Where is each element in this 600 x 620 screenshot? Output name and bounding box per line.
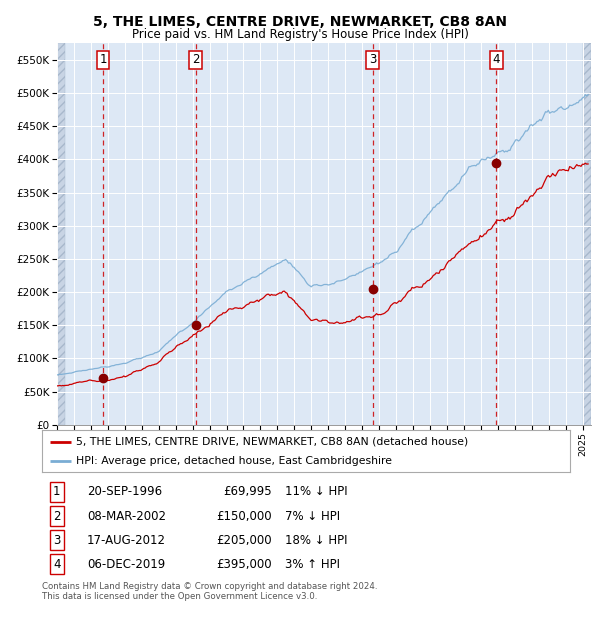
Text: 3% ↑ HPI: 3% ↑ HPI	[285, 558, 340, 571]
Text: 06-DEC-2019: 06-DEC-2019	[87, 558, 165, 571]
Text: 20-SEP-1996: 20-SEP-1996	[87, 485, 162, 498]
Text: 3: 3	[369, 53, 376, 66]
Bar	[57, 43, 65, 425]
Text: 4: 4	[493, 53, 500, 66]
Text: 17-AUG-2012: 17-AUG-2012	[87, 534, 166, 547]
Text: 18% ↓ HPI: 18% ↓ HPI	[285, 534, 347, 547]
Bar	[583, 43, 591, 425]
Text: 5, THE LIMES, CENTRE DRIVE, NEWMARKET, CB8 8AN (detached house): 5, THE LIMES, CENTRE DRIVE, NEWMARKET, C…	[76, 436, 469, 446]
Text: 2: 2	[53, 510, 61, 523]
Text: Contains HM Land Registry data © Crown copyright and database right 2024.
This d: Contains HM Land Registry data © Crown c…	[42, 582, 377, 601]
Text: 3: 3	[53, 534, 61, 547]
Text: 1: 1	[100, 53, 107, 66]
Bar	[583, 43, 591, 425]
Text: 4: 4	[53, 558, 61, 571]
Text: £69,995: £69,995	[223, 485, 272, 498]
Text: 11% ↓ HPI: 11% ↓ HPI	[285, 485, 347, 498]
Text: Price paid vs. HM Land Registry's House Price Index (HPI): Price paid vs. HM Land Registry's House …	[131, 28, 469, 41]
Text: 2: 2	[192, 53, 199, 66]
Text: 7% ↓ HPI: 7% ↓ HPI	[285, 510, 340, 523]
Text: £395,000: £395,000	[216, 558, 272, 571]
Text: 08-MAR-2002: 08-MAR-2002	[87, 510, 166, 523]
Bar	[57, 43, 65, 425]
Text: £150,000: £150,000	[216, 510, 272, 523]
Text: 1: 1	[53, 485, 61, 498]
Text: HPI: Average price, detached house, East Cambridgeshire: HPI: Average price, detached house, East…	[76, 456, 392, 466]
Text: £205,000: £205,000	[216, 534, 272, 547]
Text: 5, THE LIMES, CENTRE DRIVE, NEWMARKET, CB8 8AN: 5, THE LIMES, CENTRE DRIVE, NEWMARKET, C…	[93, 16, 507, 30]
